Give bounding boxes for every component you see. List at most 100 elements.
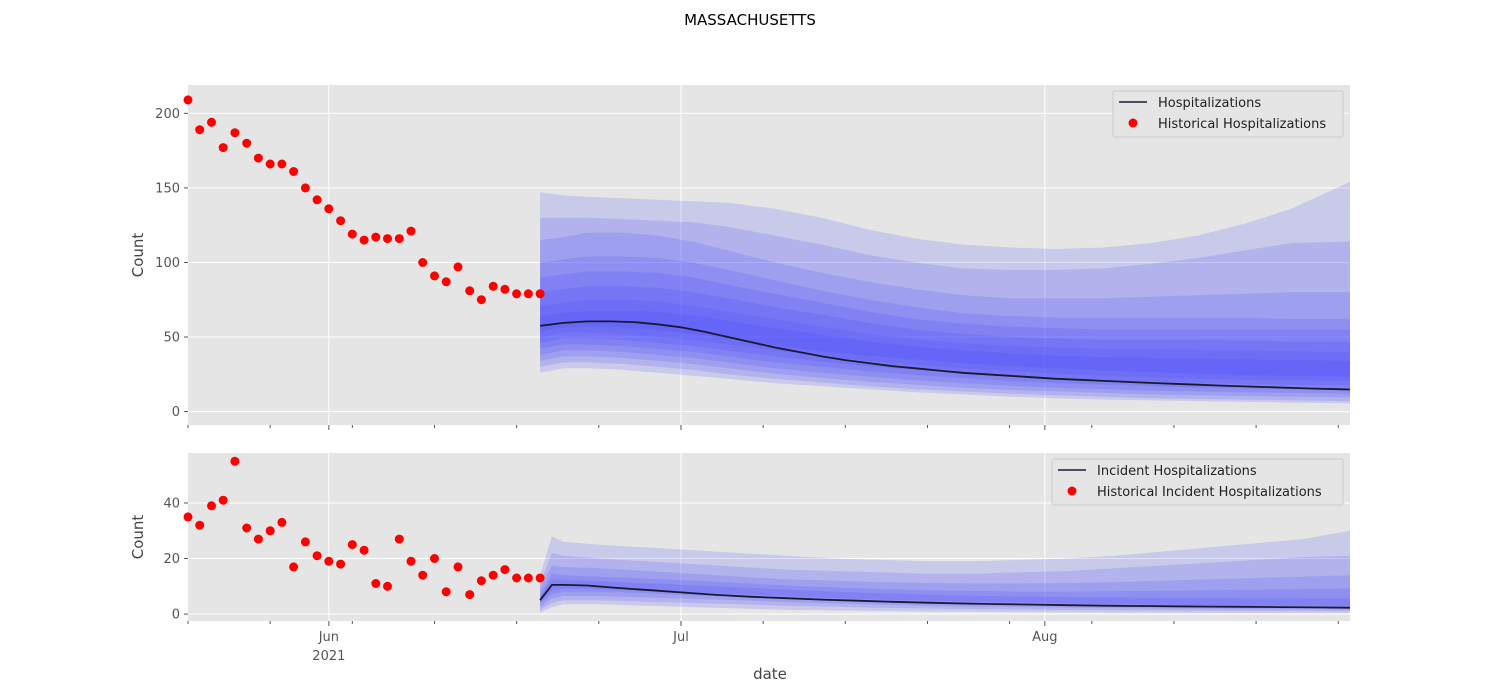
data-point [230, 456, 240, 466]
data-point [441, 587, 451, 597]
y-tick-label: 40 [163, 496, 180, 511]
quantile-band [540, 299, 1350, 381]
data-point [312, 551, 322, 561]
data-point [277, 517, 287, 527]
y-axis-label-hospitalizations: Count [129, 233, 147, 278]
data-point [183, 95, 193, 105]
data-point [465, 286, 475, 296]
data-point [218, 495, 228, 505]
quantile-band [540, 217, 1350, 402]
quantile-band [540, 232, 1350, 398]
y-axis-incident-hospitalizations: 0 20 40 [163, 496, 188, 623]
data-point [336, 216, 346, 226]
forecast-line-hospitalizations [539, 320, 1351, 391]
data-point [300, 537, 310, 547]
data-point [289, 562, 299, 572]
quantile-band [540, 181, 1350, 404]
data-point [195, 520, 205, 530]
quantile-band [540, 271, 1350, 390]
grid-hospitalizations [188, 85, 1350, 425]
median-line [539, 320, 1351, 391]
quantile-band [540, 310, 1350, 377]
data-point [336, 559, 346, 569]
legend-label-historical-hospitalizations: Historical Hospitalizations [1158, 117, 1326, 132]
data-point [453, 262, 463, 272]
data-point [535, 573, 545, 583]
data-point [430, 554, 439, 563]
y-axis-label-incident-hospitalizations: Count [129, 515, 147, 560]
data-point [430, 271, 439, 281]
data-point [418, 258, 428, 267]
legend-label-incident-hospitalizations: Incident Hospitalizations [1097, 464, 1257, 479]
incident-hospitalizations-panel: 0 20 40 Jun 2021 Jul Aug Count Incident Hospi… [129, 453, 1351, 664]
x-tick-label: Jun [318, 630, 339, 645]
y-tick-label: 200 [155, 107, 180, 122]
data-point [242, 523, 252, 533]
data-point [418, 570, 428, 580]
data-point [383, 581, 392, 591]
uncertainty-bands-hospitalizations [540, 181, 1350, 404]
x-axis-incident-hospitalizations: Jun 2021 Jul Aug [187, 621, 1339, 664]
data-point [371, 579, 381, 588]
data-point [512, 573, 522, 583]
data-point [406, 556, 416, 566]
data-point [383, 234, 392, 244]
legend-incident-hospitalizations: Incident Hospitalizations Historical Inc… [1051, 458, 1344, 506]
data-point [476, 295, 486, 305]
data-point [535, 289, 545, 299]
data-point [242, 138, 252, 148]
legend-point-swatch [1128, 118, 1138, 128]
legend-point-swatch [1067, 486, 1077, 496]
data-point [476, 576, 486, 586]
data-point [394, 234, 404, 244]
historical-points-hospitalizations [183, 95, 545, 305]
data-point [347, 229, 357, 239]
data-point [512, 289, 522, 299]
quantile-band [540, 565, 1350, 610]
plot-area-hospitalizations [188, 85, 1350, 425]
x-tick-sublabel: 2021 [312, 649, 345, 664]
figure-title: MASSACHUSETTS [684, 11, 816, 29]
data-point [230, 128, 240, 138]
data-point [347, 540, 357, 550]
data-point [277, 159, 287, 169]
data-point [500, 565, 510, 575]
forecast-line-incident-hospitalizations [539, 584, 1351, 609]
data-point [289, 167, 299, 176]
data-point [359, 545, 369, 555]
data-point [394, 534, 404, 544]
data-point [371, 232, 381, 242]
data-point [195, 125, 205, 135]
quantile-band [540, 573, 1350, 608]
hospitalizations-panel: 0 50 100 150 200 Count Hospitalizations Hist… [129, 85, 1351, 430]
quantile-band [540, 579, 1350, 606]
data-point [207, 501, 216, 511]
y-tick-label: 100 [155, 256, 180, 271]
quantile-band [540, 530, 1350, 613]
x-axis-hospitalizations [187, 425, 1339, 430]
data-point [218, 143, 228, 153]
data-point [312, 195, 322, 205]
data-point [265, 526, 275, 536]
data-point [253, 534, 263, 544]
data-point [453, 562, 463, 572]
data-point [500, 284, 510, 294]
x-tick-label: Jul [672, 630, 689, 645]
x-axis-label: date [753, 665, 787, 683]
data-point [488, 281, 498, 291]
data-point [253, 153, 263, 163]
legend-box [1112, 90, 1344, 138]
data-point [324, 204, 334, 214]
historical-points-incident-hospitalizations [183, 456, 545, 600]
data-point [183, 512, 193, 522]
data-point [523, 573, 533, 583]
data-point [359, 235, 369, 245]
y-tick-label: 0 [172, 608, 180, 623]
data-point [523, 289, 533, 299]
legend-hospitalizations: Hospitalizations Historical Hospitalizat… [1112, 90, 1344, 138]
data-point [265, 159, 275, 169]
quantile-band [540, 256, 1350, 394]
median-line [539, 584, 1351, 609]
data-point [207, 117, 216, 127]
